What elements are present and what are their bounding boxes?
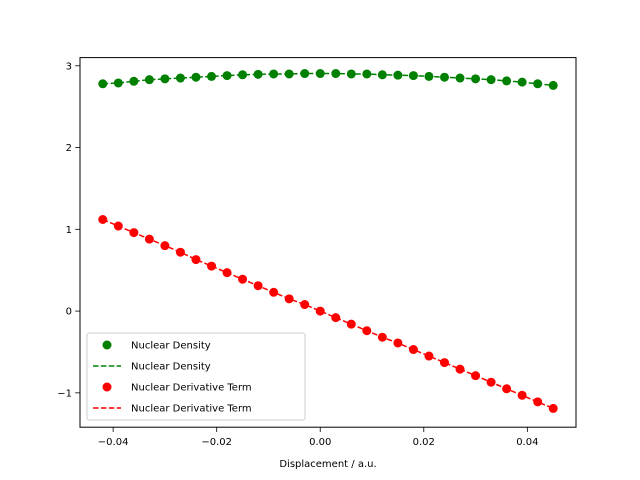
data-point-0-4	[160, 74, 170, 84]
data-point-0-14	[315, 69, 325, 79]
data-point-0-8	[222, 71, 232, 81]
data-point-2-10	[253, 281, 263, 291]
data-point-2-15	[331, 313, 341, 323]
legend-marker-2	[102, 382, 112, 392]
data-point-0-15	[331, 69, 341, 79]
data-point-0-13	[300, 69, 310, 79]
x-tick-label: −0.04	[98, 437, 129, 448]
axis-ticks: −0.04 −0.02 0.00 0.02 0.04 −1 0 1 2 3	[57, 61, 538, 448]
data-point-0-26	[502, 76, 512, 86]
data-point-2-9	[238, 274, 248, 284]
x-tick-label: 0.04	[516, 437, 538, 448]
data-point-0-18	[377, 70, 387, 80]
data-point-2-2	[129, 228, 139, 238]
data-point-2-6	[191, 255, 201, 265]
legend-label-2: Nuclear Derivative Term	[131, 383, 252, 394]
data-point-2-5	[175, 247, 185, 257]
data-point-2-23	[455, 364, 465, 374]
y-tick-label: 0	[66, 307, 72, 318]
data-point-0-5	[175, 73, 185, 83]
data-point-2-8	[222, 268, 232, 278]
data-point-0-6	[191, 72, 201, 82]
legend-label-3: Nuclear Derivative Term	[131, 404, 252, 415]
data-point-2-12	[284, 294, 294, 304]
data-point-0-0	[98, 79, 108, 89]
data-point-0-23	[455, 73, 465, 83]
legend-marker-0	[102, 340, 112, 350]
data-point-2-25	[486, 377, 496, 387]
data-point-2-14	[315, 306, 325, 316]
y-tick-label: 2	[66, 143, 72, 154]
data-point-2-24	[471, 371, 481, 381]
data-point-2-17	[362, 326, 372, 336]
data-point-0-3	[144, 75, 154, 85]
axes-frame	[79, 57, 577, 428]
data-point-2-22	[439, 358, 449, 368]
data-point-2-27	[517, 390, 527, 400]
data-point-0-17	[362, 69, 372, 79]
data-point-0-16	[346, 69, 356, 79]
data-point-2-3	[144, 234, 154, 244]
data-point-0-2	[129, 76, 139, 86]
data-point-0-19	[393, 70, 403, 80]
plot-area	[98, 69, 558, 413]
data-point-0-29	[548, 80, 558, 90]
data-point-0-22	[439, 72, 449, 82]
data-point-2-26	[502, 384, 512, 394]
data-point-2-18	[377, 332, 387, 342]
legend-box	[86, 332, 306, 421]
data-point-0-20	[408, 71, 418, 81]
data-point-2-21	[424, 351, 434, 361]
data-point-0-24	[471, 74, 481, 84]
data-point-0-12	[284, 69, 294, 79]
data-point-0-10	[253, 69, 263, 79]
data-point-0-1	[113, 78, 123, 88]
data-point-2-7	[207, 261, 217, 271]
x-tick-label: 0.02	[413, 437, 435, 448]
data-point-0-25	[486, 75, 496, 85]
data-point-2-13	[300, 300, 310, 310]
data-point-2-0	[98, 215, 108, 224]
legend-label-0: Nuclear Density	[131, 341, 211, 352]
data-point-2-28	[533, 397, 543, 407]
data-point-0-11	[269, 69, 279, 79]
data-point-0-27	[517, 77, 527, 87]
data-point-2-4	[160, 241, 170, 251]
y-tick-label: 3	[66, 61, 72, 72]
legend-label-1: Nuclear Density	[131, 362, 211, 373]
x-tick-label: −0.02	[201, 437, 232, 448]
legend: Nuclear Density Nuclear Density Nuclear De…	[86, 332, 306, 421]
data-point-2-1	[113, 221, 123, 231]
x-tick-label: 0.00	[309, 437, 331, 448]
data-point-0-9	[238, 70, 248, 80]
data-point-2-19	[393, 338, 403, 348]
data-point-2-29	[548, 403, 558, 413]
x-axis-label: Displacement / a.u.	[279, 459, 376, 470]
data-point-0-21	[424, 71, 434, 81]
data-point-2-20	[408, 345, 418, 355]
y-tick-label: −1	[57, 388, 72, 399]
data-point-0-7	[207, 71, 217, 81]
y-tick-label: 1	[66, 225, 72, 236]
data-point-2-16	[346, 319, 356, 329]
data-point-0-28	[533, 79, 543, 89]
data-point-2-11	[269, 287, 279, 297]
